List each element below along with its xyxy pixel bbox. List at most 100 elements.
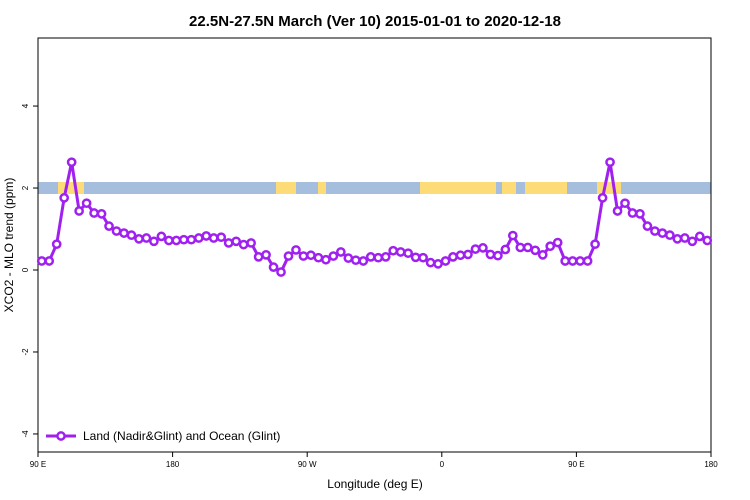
legend-marker <box>56 431 66 441</box>
x-axis-label: Longitude (deg E) <box>327 477 422 491</box>
point <box>650 226 660 236</box>
land-band <box>58 182 84 194</box>
point <box>231 236 242 247</box>
plot-frame <box>37 37 712 453</box>
point <box>642 221 653 231</box>
point <box>597 193 608 203</box>
y-tick-label: -4 <box>21 430 30 438</box>
point <box>418 252 428 263</box>
point <box>522 242 533 253</box>
point <box>246 238 256 248</box>
point <box>493 250 503 261</box>
chart-title: 22.5N-27.5N March (Ver 10) 2015-01-01 to… <box>189 13 561 30</box>
point <box>104 221 114 231</box>
point <box>223 238 234 248</box>
point <box>276 267 286 277</box>
point <box>268 262 279 272</box>
point <box>515 242 526 253</box>
point <box>313 252 324 263</box>
surface-band <box>38 182 711 194</box>
point <box>620 198 630 209</box>
point <box>261 249 271 260</box>
point <box>433 259 443 269</box>
point <box>44 256 55 266</box>
point <box>635 208 645 219</box>
point <box>403 248 413 259</box>
point <box>238 239 249 250</box>
point <box>111 226 122 236</box>
point <box>672 234 683 244</box>
point <box>350 255 361 266</box>
point <box>201 231 212 241</box>
point <box>395 247 406 257</box>
point <box>448 252 458 262</box>
point <box>567 256 578 266</box>
point <box>590 239 600 250</box>
point <box>59 193 70 203</box>
land-band <box>420 182 496 194</box>
point <box>627 208 638 218</box>
point <box>500 244 511 255</box>
point <box>186 234 197 245</box>
land-band <box>502 182 516 194</box>
point <box>336 247 346 257</box>
y-axis-label: XCO2 - MLO trend (ppm) <box>2 178 16 313</box>
point <box>694 231 705 242</box>
point <box>507 230 518 241</box>
land-band <box>525 182 567 194</box>
point <box>530 245 541 256</box>
point <box>582 256 593 266</box>
land-band <box>318 182 326 194</box>
point <box>81 198 92 209</box>
point <box>156 231 167 242</box>
y-tick-label: -2 <box>21 348 30 356</box>
land-band <box>276 182 296 194</box>
point <box>96 208 107 219</box>
y-tick-label: 2 <box>21 185 30 190</box>
point <box>552 237 563 248</box>
point <box>612 206 623 216</box>
y-tick-label: 0 <box>21 267 30 272</box>
point <box>485 249 496 260</box>
point <box>36 256 47 266</box>
point <box>358 256 369 266</box>
y-tick-label: 4 <box>21 103 30 108</box>
point <box>134 234 144 244</box>
x-tick-label: 90 E <box>568 460 584 469</box>
point <box>74 206 84 216</box>
point <box>216 232 227 243</box>
point <box>380 252 391 262</box>
point <box>605 157 615 168</box>
x-tick-label: 0 <box>440 460 445 469</box>
point <box>141 233 152 243</box>
point <box>365 252 376 262</box>
x-tick-label: 90 E <box>30 460 46 469</box>
point <box>440 256 451 266</box>
point <box>410 252 421 263</box>
x-tick-label: 180 <box>166 460 180 469</box>
point <box>463 249 473 260</box>
x-tick-label: 90 W <box>298 460 317 469</box>
point <box>178 234 189 245</box>
point <box>702 235 713 246</box>
point <box>560 256 571 266</box>
point <box>455 250 466 261</box>
point <box>343 253 354 263</box>
point <box>164 235 174 246</box>
point <box>388 245 399 256</box>
point <box>51 239 62 250</box>
point <box>208 233 219 243</box>
point <box>657 228 668 238</box>
x-tick-label: 180 <box>704 460 718 469</box>
point <box>687 236 698 247</box>
land-band <box>597 182 621 194</box>
point <box>373 252 384 263</box>
point <box>193 233 204 243</box>
point <box>283 251 294 261</box>
point <box>470 244 481 254</box>
point <box>545 241 556 252</box>
point <box>665 230 675 241</box>
point <box>321 254 331 265</box>
